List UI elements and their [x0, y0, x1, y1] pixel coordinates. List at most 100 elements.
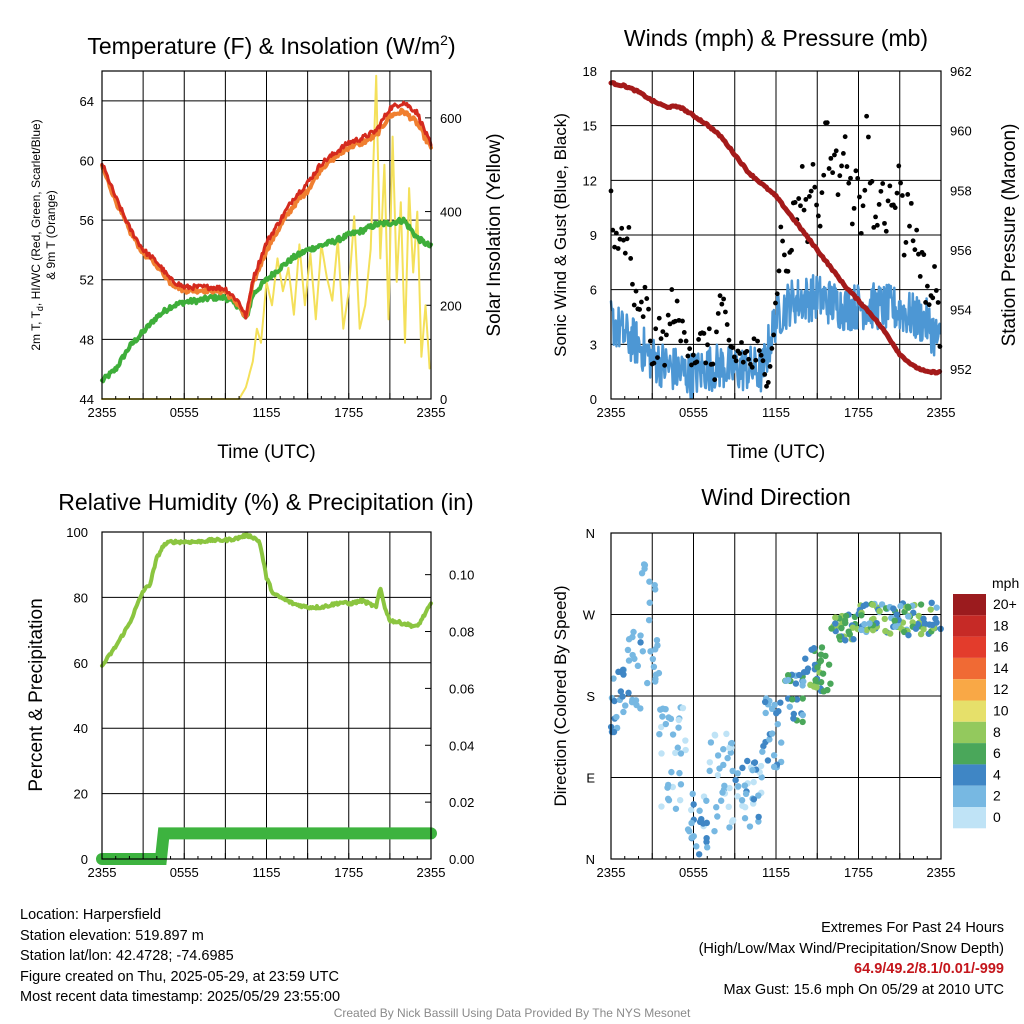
- y-tick-label: 100: [66, 525, 88, 540]
- direction-point: [905, 631, 912, 639]
- direction-point: [720, 746, 727, 753]
- direction-point: [672, 749, 679, 757]
- y-tick-label: 20: [74, 787, 88, 802]
- gust-point: [846, 180, 852, 186]
- direction-point: [858, 626, 865, 634]
- y-tick-label: 56: [80, 213, 94, 228]
- direction-point: [646, 578, 653, 585]
- direction-point: [778, 739, 785, 746]
- y-tick-label: E: [586, 771, 595, 786]
- direction-point: [719, 789, 726, 796]
- direction-point: [706, 767, 713, 775]
- series-orange: [100, 107, 433, 319]
- x-tick-label: 1155: [762, 405, 790, 420]
- direction-point: [644, 679, 651, 687]
- direction-point: [647, 648, 654, 655]
- gust-point: [651, 360, 657, 366]
- x-axis-label: Time (UTC): [727, 442, 826, 463]
- legend-label: 16: [993, 639, 1009, 655]
- chart-title: Wind Direction: [701, 484, 851, 510]
- x-tick-label: 2355: [417, 865, 446, 880]
- legend-title: mph: [992, 575, 1019, 591]
- direction-point: [732, 776, 739, 784]
- y2-tick-label: 0: [440, 392, 447, 407]
- gust-point: [653, 326, 659, 332]
- gust-point: [874, 222, 880, 228]
- direction-point: [639, 648, 647, 655]
- direction-point: [836, 633, 843, 640]
- y-tick-label: 64: [80, 94, 94, 109]
- direction-point: [724, 754, 731, 762]
- y-tick-label: N: [586, 526, 595, 541]
- gust-point: [858, 230, 864, 236]
- x-tick-label: 0555: [170, 865, 199, 880]
- direction-point: [629, 633, 636, 641]
- direction-point: [774, 720, 781, 728]
- gust-point: [715, 311, 721, 316]
- direction-point: [611, 697, 618, 705]
- recent-timestamp: Most recent data timestamp: 2025/05/29 2…: [20, 989, 341, 1005]
- direction-point: [637, 632, 644, 639]
- extremes-info: Extremes For Past 24 Hours (High/Low/Max…: [699, 918, 1004, 1000]
- direction-point: [891, 617, 898, 624]
- direction-point: [799, 711, 806, 719]
- direction-point: [866, 620, 873, 627]
- y2-tick-label: 956: [950, 243, 972, 258]
- gust-point: [903, 240, 909, 245]
- direction-point: [897, 602, 904, 610]
- direction-point: [893, 611, 900, 618]
- direction-point: [725, 803, 732, 811]
- direction-point: [651, 581, 658, 589]
- legend-swatch: [953, 657, 986, 680]
- panel-wind: 0 3 6 9 12 15 18 952 954 956 958 960 962 2355 0555 1155…: [551, 25, 1020, 463]
- direction-point: [784, 671, 792, 679]
- direction-point: [825, 661, 833, 668]
- direction-point: [770, 752, 778, 759]
- gust-point: [821, 172, 827, 178]
- gust-point: [764, 383, 769, 389]
- credit-line: Created By Nick Bassill Using Data Provi…: [333, 1006, 691, 1020]
- y2-tick-label: 400: [440, 205, 462, 220]
- gust-point: [894, 190, 900, 196]
- direction-point: [764, 757, 772, 764]
- direction-point: [717, 797, 725, 804]
- direction-point: [741, 782, 748, 789]
- gust-point: [769, 345, 775, 351]
- gust-point: [640, 314, 646, 320]
- direction-point: [917, 630, 925, 638]
- gust-point: [935, 300, 941, 305]
- direction-point: [824, 686, 831, 694]
- y-axis-label: Sonic Wind & Gust (Blue, Black): [551, 113, 570, 357]
- y-tick-label: 15: [583, 119, 597, 134]
- gust-point: [719, 301, 725, 307]
- direction-point: [800, 678, 807, 685]
- legend-swatch: [953, 721, 986, 744]
- x-tick-label: 0555: [170, 405, 199, 420]
- gust-point: [807, 194, 812, 199]
- y2-tick-label: 0.10: [449, 568, 474, 583]
- y2-tick-label: 0.00: [449, 852, 474, 867]
- gust-point: [624, 236, 630, 242]
- y-tick-label: 40: [74, 721, 88, 736]
- direction-point: [892, 623, 899, 630]
- direction-point: [861, 620, 868, 628]
- direction-point: [675, 724, 682, 731]
- direction-point: [739, 802, 746, 809]
- gust-point: [664, 332, 669, 338]
- y2-tick-label: 600: [440, 111, 462, 126]
- gust-point: [737, 351, 743, 356]
- gust-point: [871, 224, 877, 230]
- direction-point: [793, 696, 801, 703]
- direction-point: [850, 636, 857, 643]
- gust-point: [908, 200, 914, 206]
- gust-point: [746, 356, 752, 362]
- direction-point: [729, 767, 736, 775]
- direction-point: [842, 612, 850, 620]
- gust-point: [905, 192, 911, 197]
- direction-point: [675, 716, 682, 724]
- direction-point: [838, 624, 845, 632]
- direction-point: [842, 637, 849, 644]
- gust-point: [860, 203, 866, 209]
- gust-point: [796, 196, 802, 201]
- gust-point: [898, 180, 903, 186]
